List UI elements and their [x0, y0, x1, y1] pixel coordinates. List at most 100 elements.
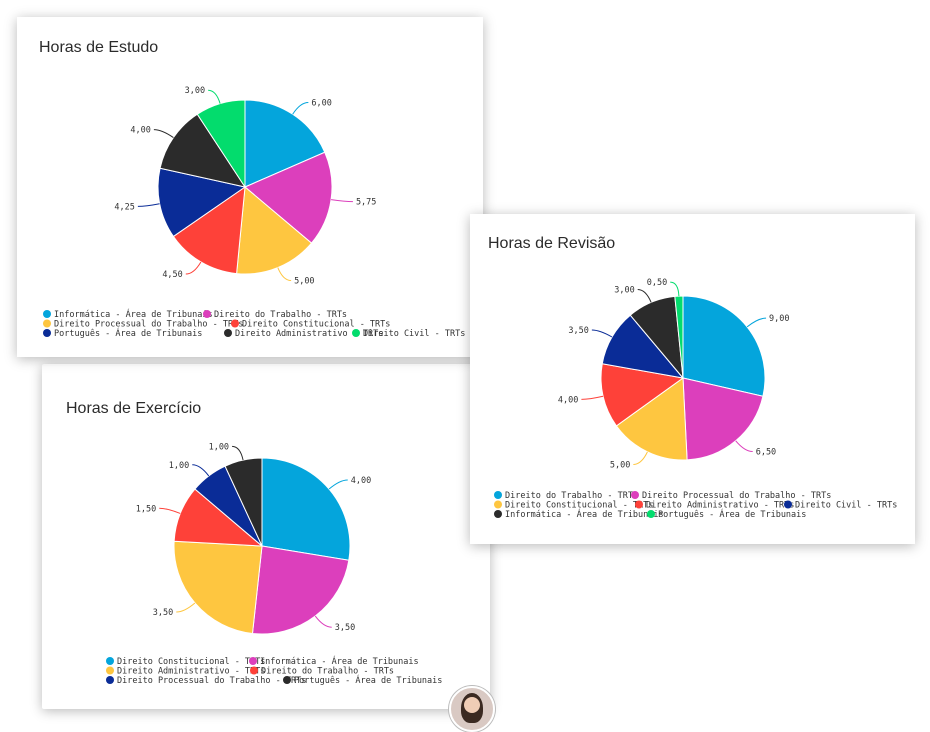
legend-item-direito-processual-do-trabalho-trts[interactable]: Direito Processual do Trabalho - TRTs: [631, 491, 831, 501]
slice-connector: [331, 199, 353, 203]
legend-label: Informática - Área de Tribunais: [260, 655, 419, 667]
chart-title: Horas de Estudo: [39, 39, 159, 56]
slice-value-label: 4,00: [130, 126, 150, 136]
chart-card-estudo: Horas de Estudo 6,00 5,75 5,00 4,50 4,25 4,00…: [17, 17, 483, 357]
legend-item-informatica-area-de-tribunais[interactable]: Informática - Área de Tribunais: [43, 308, 213, 320]
legend-marker: [631, 491, 639, 499]
legend-marker: [106, 657, 114, 665]
legend-item-direito-constitucional-trts[interactable]: Direito Constitucional - TRTs: [106, 657, 265, 667]
slice-connector: [591, 329, 613, 338]
slice-connector: [232, 445, 244, 461]
legend-marker: [647, 510, 655, 518]
slice-connector: [314, 615, 332, 628]
legend-marker: [249, 657, 257, 665]
legend-label: Português - Área de Tribunais: [294, 674, 442, 686]
legend-label: Direito Civil - TRTs: [795, 501, 897, 511]
pie-slice-direito-processual-do-trabalho-trts[interactable]: [682, 377, 764, 461]
slice-connector: [670, 281, 680, 297]
legend-label: Direito Administrativo - TRTs: [646, 501, 794, 511]
legend-label: Direito Processual do Trabalho - TRTs: [642, 491, 831, 501]
slice-connector: [277, 267, 292, 282]
pie-slice-direito-civil-trts[interactable]: [196, 99, 246, 189]
slice-value-label: 6,50: [756, 448, 776, 458]
legend-label: Direito Processual do Trabalho - TRTs: [54, 320, 243, 330]
legend-item-portugues-area-de-tribunais[interactable]: Português - Área de Tribunais: [647, 508, 806, 520]
pie-slice-direito-constitucional-trts[interactable]: [172, 185, 246, 275]
user-avatar[interactable]: [449, 686, 495, 732]
pie-slice-portugues-area-de-tribunais[interactable]: [674, 295, 684, 379]
pie-chart-exercicio: 4,00 3,50 3,50 1,50 1,00 1,00 Direito Constitu…: [106, 442, 442, 686]
legend-item-direito-civil-trts[interactable]: Direito Civil - TRTs: [352, 329, 465, 339]
slice-value-label: 3,00: [185, 86, 205, 96]
legend-item-direito-administrativo-trts[interactable]: Direito Administrativo - TRTs: [635, 500, 794, 511]
legend-item-informatica-area-de-tribunais[interactable]: Informática - Área de Tribunais: [249, 655, 419, 667]
slice-connector: [292, 102, 309, 115]
slice-value-label: 9,00: [769, 314, 789, 324]
pie-slice-direito-do-trabalho-trts[interactable]: [244, 151, 333, 244]
legend-item-direito-do-trabalho-trts[interactable]: Direito do Trabalho - TRTs: [250, 666, 394, 677]
slice-connector: [581, 395, 604, 400]
slice-value-label: 4,50: [162, 270, 182, 280]
legend-item-direito-administrativo-trts[interactable]: Direito Administrativo - TRTs: [106, 666, 265, 677]
legend-item-portugues-area-de-tribunais[interactable]: Português - Área de Tribunais: [283, 674, 442, 686]
legend-item-direito-constitucional-trts[interactable]: Direito Constitucional - TRTs: [494, 500, 653, 511]
slice-value-label: 4,00: [558, 395, 578, 405]
legend-item-direito-do-trabalho-trts[interactable]: Direito do Trabalho - TRTs: [494, 491, 638, 501]
legend-item-direito-civil-trts[interactable]: Direito Civil - TRTs: [784, 500, 897, 511]
slice-connector: [746, 317, 767, 328]
slice-connector: [137, 203, 160, 207]
legend-marker: [231, 319, 239, 328]
pie-chart-revisao: 9,00 6,50 5,00 4,00 3,50 3,00 0,50 Direito do T…: [494, 278, 897, 520]
legend-label: Direito Administrativo - TRTs: [117, 667, 265, 677]
legend-item-direito-constitucional-trts[interactable]: Direito Constitucional - TRTs: [231, 319, 390, 330]
legend-label: Português - Área de Tribunais: [54, 327, 202, 339]
legend-item-direito-processual-do-trabalho-trts[interactable]: Direito Processual do Trabalho - TRTs: [43, 319, 243, 330]
legend-item-portugues-area-de-tribunais[interactable]: Português - Área de Tribunais: [43, 327, 202, 339]
pie-slice-direito-processual-do-trabalho-trts[interactable]: [236, 186, 313, 275]
pie-slice-portugues-area-de-tribunais[interactable]: [224, 457, 263, 547]
slice-value-label: 1,00: [209, 442, 229, 452]
pie-slice-informatica-area-de-tribunais[interactable]: [244, 99, 326, 188]
legend-marker: [283, 676, 291, 684]
legend-item-direito-administrativo-trts[interactable]: Direito Administrativo - TRTs: [224, 329, 383, 339]
legend-marker: [494, 510, 502, 518]
legend-marker: [43, 319, 51, 328]
chart-card-exercicio: Horas de Exercício 4,00 3,50 3,50 1,50 1,00 1…: [42, 364, 490, 709]
pie-slice-direito-administrativo-trts[interactable]: [159, 113, 247, 188]
legend-item-informatica-area-de-tribunais[interactable]: Informática - Área de Tribunais: [494, 508, 664, 520]
chart-card-revisao: Horas de Revisão 9,00 6,50 5,00 4,00 3,50 3,0…: [470, 214, 915, 544]
pie-slice-direito-administrativo-trts[interactable]: [600, 363, 685, 427]
pie-slice-direito-do-trabalho-trts[interactable]: [682, 295, 766, 397]
chart-title: Horas de Revisão: [488, 235, 616, 252]
pie-slice-informatica-area-de-tribunais[interactable]: [251, 545, 350, 635]
pie-slice-direito-constitucional-trts[interactable]: [261, 457, 351, 561]
legend-marker: [352, 329, 360, 337]
legend-marker: [250, 666, 258, 675]
legend-marker: [203, 310, 211, 318]
slice-value-label: 6,00: [311, 99, 331, 109]
legend-marker: [106, 676, 114, 684]
pie-slice-direito-constitucional-trts[interactable]: [615, 377, 688, 461]
slice-value-label: 1,00: [169, 461, 189, 471]
legend-item-direito-processual-do-trabalho-trts[interactable]: Direito Processual do Trabalho - TRTs: [106, 676, 306, 686]
legend-marker: [43, 329, 51, 337]
slice-value-label: 5,75: [356, 198, 376, 208]
avatar-face: [464, 697, 480, 713]
legend-label: Direito do Trabalho - TRTs: [261, 667, 394, 677]
legend-marker: [224, 329, 232, 337]
slice-connector: [176, 602, 196, 613]
legend-marker: [635, 500, 643, 509]
slice-value-label: 3,50: [568, 326, 588, 336]
slice-connector: [735, 440, 753, 453]
pie-slice-portugues-area-de-tribunais[interactable]: [157, 167, 247, 238]
slice-connector: [208, 89, 221, 104]
slice-connector: [159, 507, 181, 514]
pie-slice-direito-administrativo-trts[interactable]: [173, 540, 263, 635]
slice-connector: [185, 261, 202, 275]
slice-value-label: 5,00: [610, 460, 630, 470]
legend-label: Português - Área de Tribunais: [658, 508, 806, 520]
legend-item-direito-do-trabalho-trts[interactable]: Direito do Trabalho - TRTs: [203, 310, 347, 320]
legend-marker: [784, 500, 792, 509]
slice-value-label: 0,50: [647, 278, 667, 288]
legend-label: Direito Processual do Trabalho - TRTs: [117, 676, 306, 686]
